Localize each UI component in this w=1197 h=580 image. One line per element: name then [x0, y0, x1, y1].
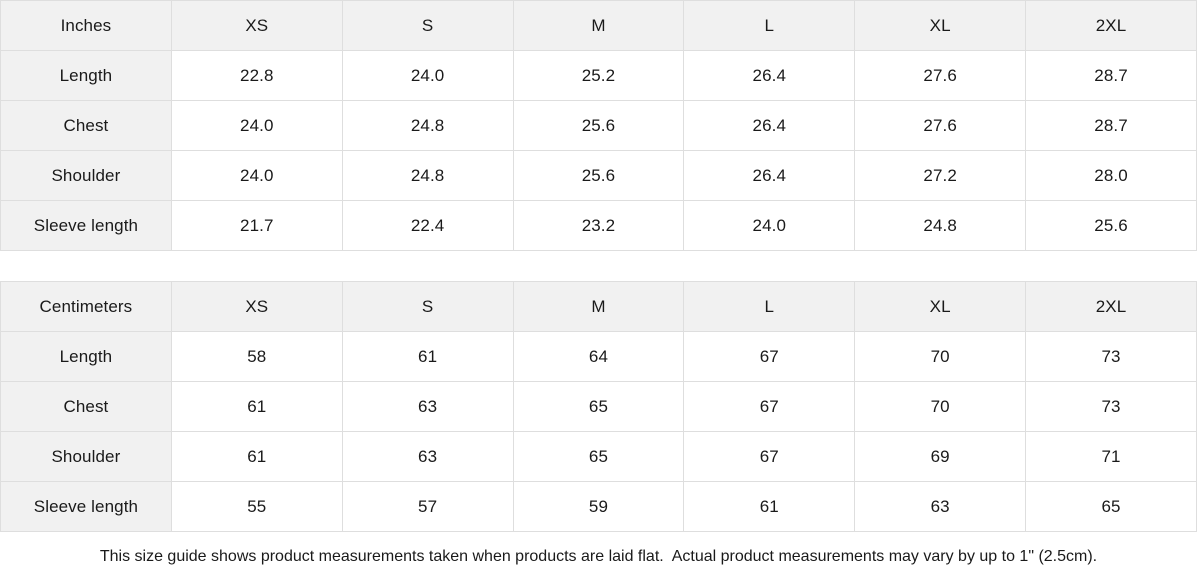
size-header-cell: M [512, 0, 685, 51]
measurement-value-cell: 63 [854, 481, 1027, 532]
measurement-value-cell: 25.6 [512, 100, 685, 151]
size-header-cell: XL [854, 0, 1027, 51]
measurement-value-cell: 24.0 [170, 100, 343, 151]
measurement-label-cell: Sleeve length [0, 481, 172, 532]
measurement-value-cell: 27.6 [854, 50, 1027, 101]
measurement-value-cell: 61 [170, 431, 343, 482]
size-header-cell: 2XL [1025, 0, 1197, 51]
measurement-row: Sleeve length 21.7 22.4 23.2 24.0 24.8 25.6 [0, 200, 1197, 251]
measurement-label-cell: Length [0, 331, 172, 382]
measurement-value-cell: 57 [341, 481, 514, 532]
measurement-value-cell: 26.4 [683, 50, 856, 101]
measurement-label-cell: Sleeve length [0, 200, 172, 251]
measurement-row: Shoulder 24.0 24.8 25.6 26.4 27.2 28.0 [0, 150, 1197, 201]
measurement-row: Length 58 61 64 67 70 73 [0, 331, 1197, 382]
measurement-value-cell: 21.7 [170, 200, 343, 251]
measurement-value-cell: 26.4 [683, 100, 856, 151]
measurement-value-cell: 28.7 [1025, 100, 1197, 151]
measurement-value-cell: 70 [854, 381, 1027, 432]
measurement-value-cell: 67 [683, 381, 856, 432]
measurement-value-cell: 73 [1025, 331, 1197, 382]
measurement-value-cell: 23.2 [512, 200, 685, 251]
measurement-value-cell: 24.0 [683, 200, 856, 251]
measurement-value-cell: 65 [512, 431, 685, 482]
measurement-row: Sleeve length 55 57 59 61 63 65 [0, 481, 1197, 532]
size-table-centimeters: Centimeters XS S M L XL 2XL Length 58 61 64 67 70 73 C… [0, 281, 1197, 532]
size-table-inches: Inches XS S M L XL 2XL Length 22.8 24.0 25.2 26.4 27… [0, 0, 1197, 251]
measurement-value-cell: 65 [1025, 481, 1197, 532]
measurement-value-cell: 55 [170, 481, 343, 532]
measurement-value-cell: 64 [512, 331, 685, 382]
measurement-label-cell: Shoulder [0, 431, 172, 482]
measurement-row: Length 22.8 24.0 25.2 26.4 27.6 28.7 [0, 50, 1197, 101]
measurement-value-cell: 24.8 [341, 150, 514, 201]
size-guide-disclaimer: This size guide shows product measuremen… [0, 532, 1197, 580]
measurement-value-cell: 25.6 [1025, 200, 1197, 251]
measurement-label-cell: Length [0, 50, 172, 101]
size-header-cell: XS [170, 0, 343, 51]
measurement-value-cell: 25.2 [512, 50, 685, 101]
measurement-value-cell: 73 [1025, 381, 1197, 432]
size-header-cell: S [341, 281, 514, 332]
measurement-value-cell: 24.0 [170, 150, 343, 201]
measurement-row: Chest 61 63 65 67 70 73 [0, 381, 1197, 432]
measurement-label-cell: Shoulder [0, 150, 172, 201]
measurement-row: Shoulder 61 63 65 67 69 71 [0, 431, 1197, 482]
measurement-value-cell: 61 [683, 481, 856, 532]
measurement-value-cell: 24.0 [341, 50, 514, 101]
size-table-header-row: Centimeters XS S M L XL 2XL [0, 281, 1197, 332]
measurement-value-cell: 70 [854, 331, 1027, 382]
size-header-cell: M [512, 281, 685, 332]
measurement-row: Chest 24.0 24.8 25.6 26.4 27.6 28.7 [0, 100, 1197, 151]
measurement-value-cell: 67 [683, 331, 856, 382]
measurement-value-cell: 24.8 [854, 200, 1027, 251]
measurement-value-cell: 63 [341, 381, 514, 432]
measurement-value-cell: 28.0 [1025, 150, 1197, 201]
measurement-value-cell: 28.7 [1025, 50, 1197, 101]
measurement-label-cell: Chest [0, 100, 172, 151]
size-header-cell: XL [854, 281, 1027, 332]
measurement-value-cell: 65 [512, 381, 685, 432]
measurement-value-cell: 61 [341, 331, 514, 382]
unit-header-cell: Inches [0, 0, 172, 51]
measurement-value-cell: 67 [683, 431, 856, 482]
measurement-label-cell: Chest [0, 381, 172, 432]
measurement-value-cell: 26.4 [683, 150, 856, 201]
measurement-value-cell: 27.6 [854, 100, 1027, 151]
size-header-cell: L [683, 0, 856, 51]
size-header-cell: S [341, 0, 514, 51]
measurement-value-cell: 69 [854, 431, 1027, 482]
size-table-header-row: Inches XS S M L XL 2XL [0, 0, 1197, 51]
measurement-value-cell: 61 [170, 381, 343, 432]
measurement-value-cell: 22.4 [341, 200, 514, 251]
size-header-cell: 2XL [1025, 281, 1197, 332]
size-header-cell: L [683, 281, 856, 332]
table-spacer [0, 251, 1197, 281]
measurement-value-cell: 63 [341, 431, 514, 482]
unit-header-cell: Centimeters [0, 281, 172, 332]
measurement-value-cell: 58 [170, 331, 343, 382]
measurement-value-cell: 59 [512, 481, 685, 532]
measurement-value-cell: 22.8 [170, 50, 343, 101]
measurement-value-cell: 24.8 [341, 100, 514, 151]
size-header-cell: XS [170, 281, 343, 332]
measurement-value-cell: 71 [1025, 431, 1197, 482]
measurement-value-cell: 27.2 [854, 150, 1027, 201]
measurement-value-cell: 25.6 [512, 150, 685, 201]
